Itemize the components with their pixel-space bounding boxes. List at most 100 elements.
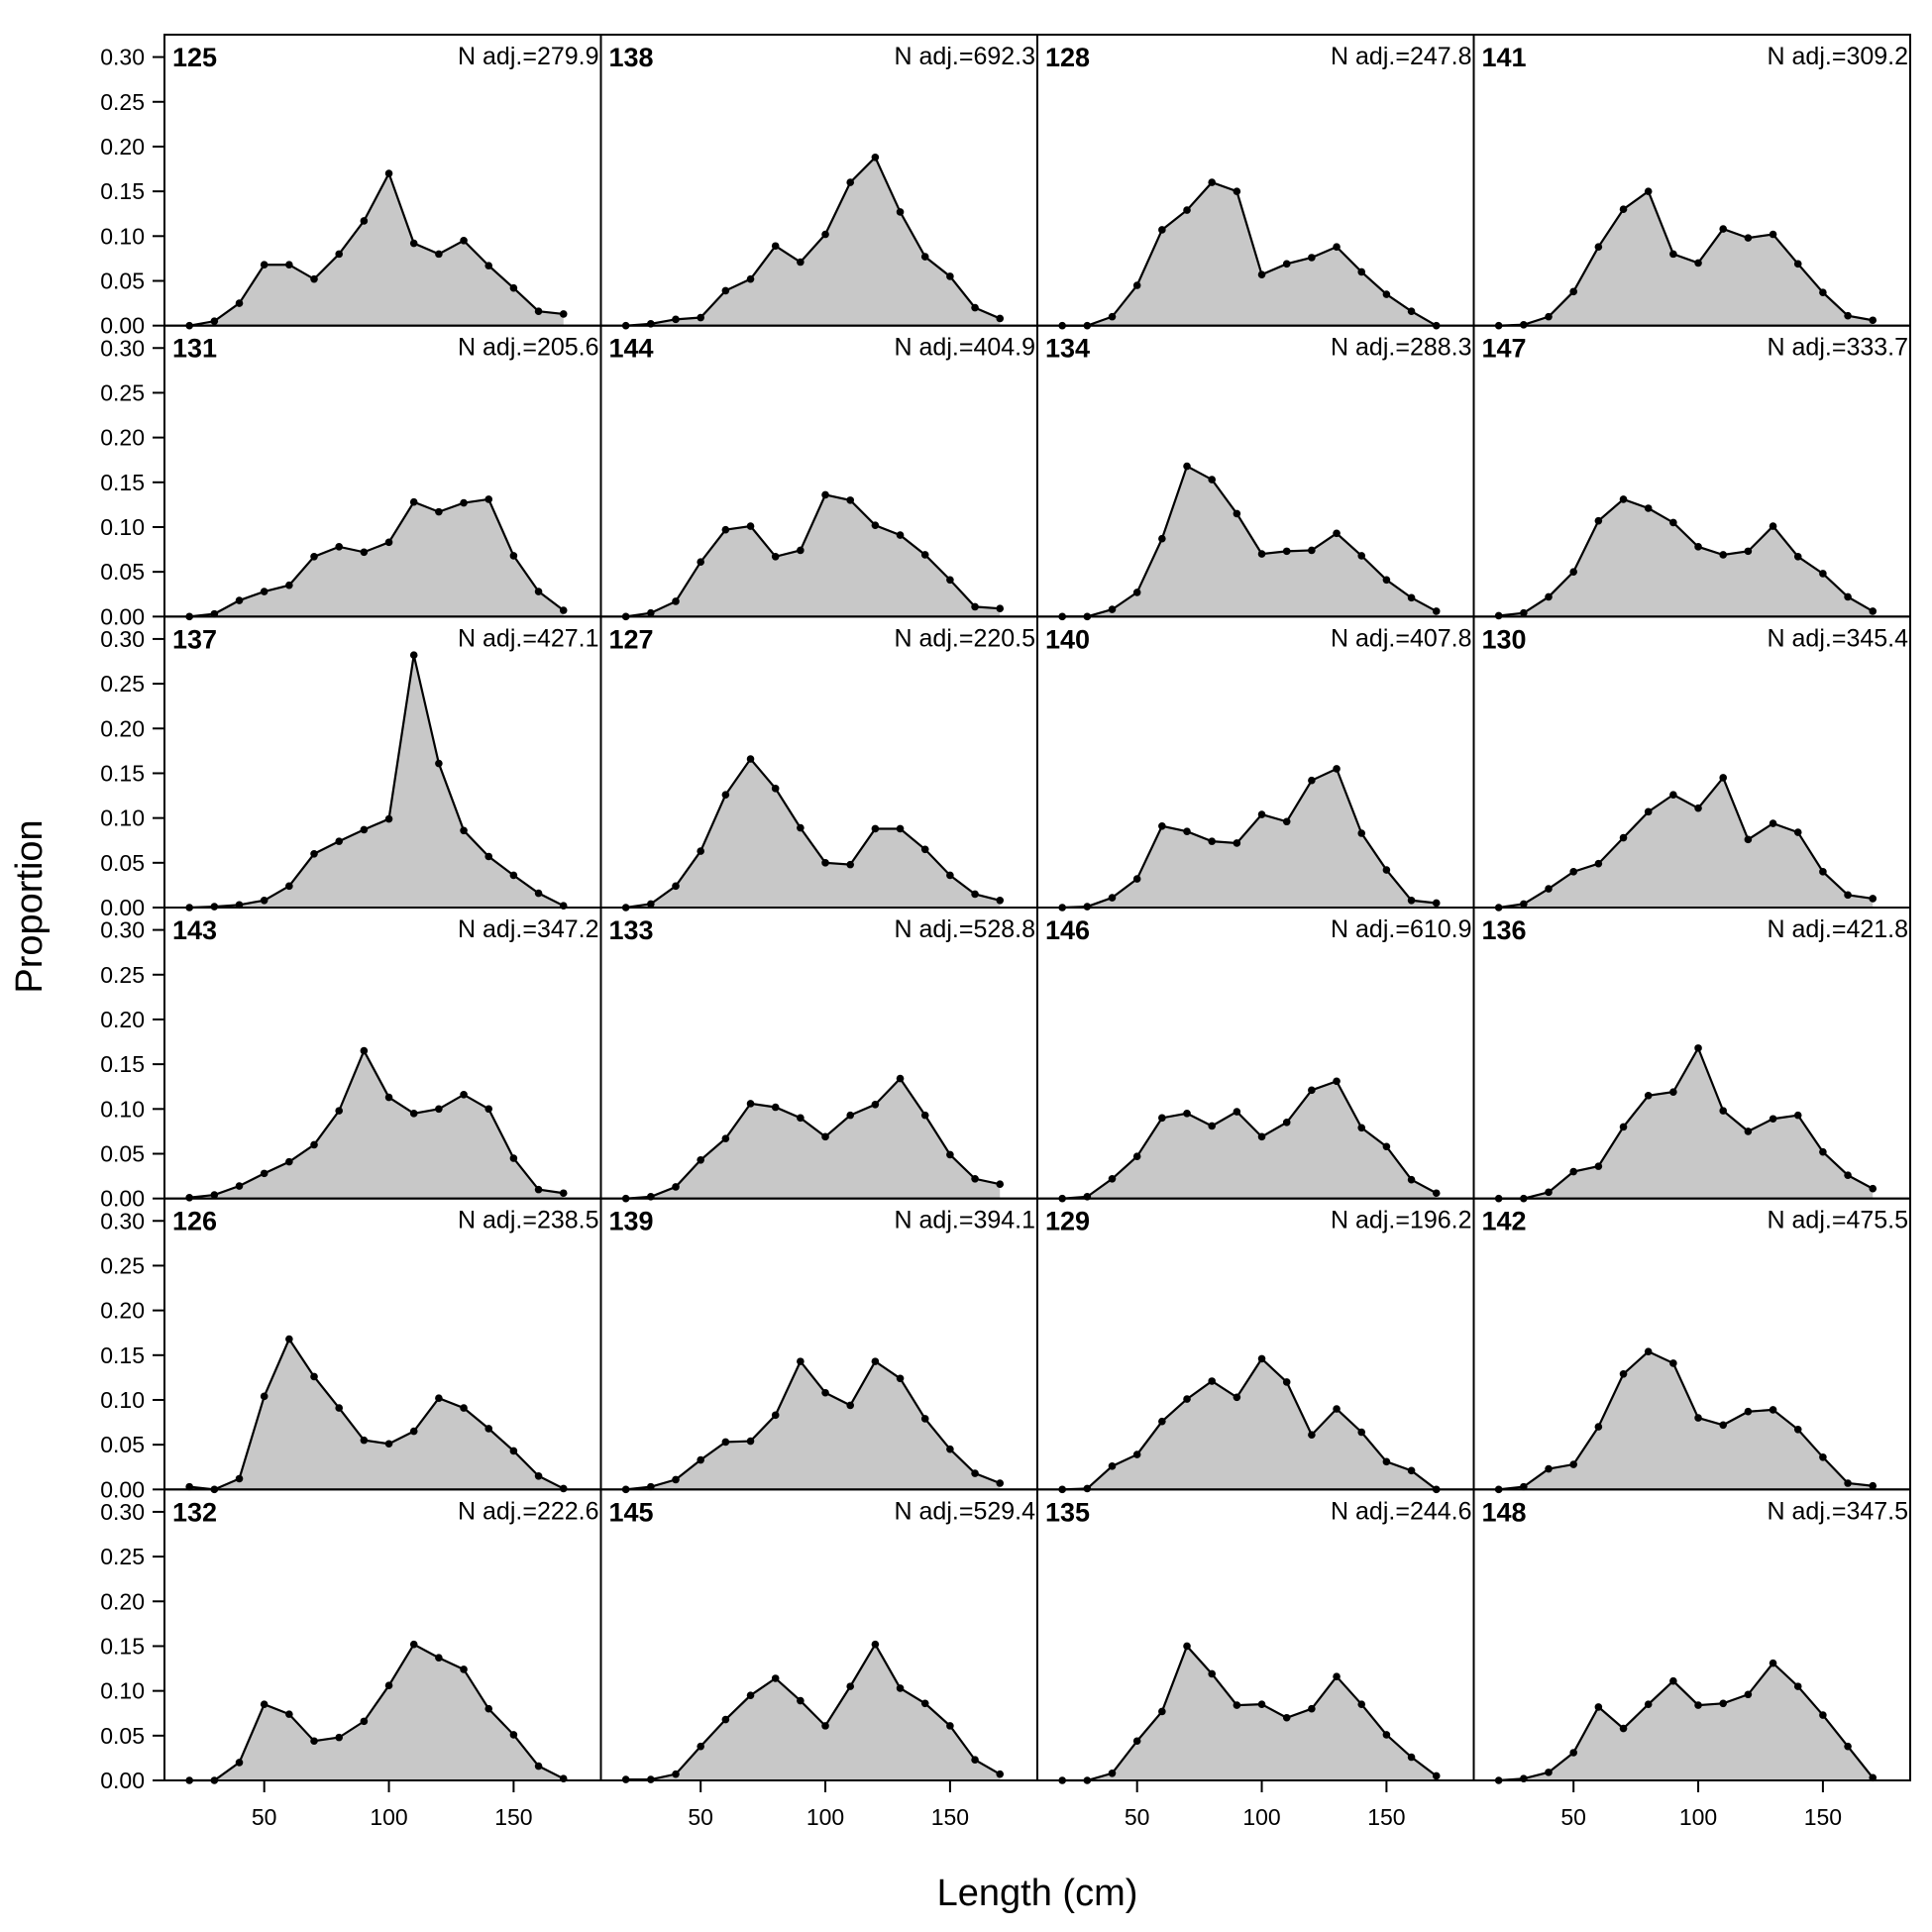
series-line xyxy=(1062,1644,1438,1782)
data-point xyxy=(1382,576,1391,585)
data-point xyxy=(235,1474,244,1483)
data-point xyxy=(509,552,518,560)
data-point xyxy=(1569,1460,1577,1468)
panel-145: 145 N adj.=529.4 xyxy=(599,1488,1038,1783)
data-point xyxy=(1183,827,1191,835)
area-fill xyxy=(1062,768,1437,908)
data-point xyxy=(1694,259,1702,268)
data-point xyxy=(1844,1742,1852,1751)
data-point xyxy=(1793,828,1802,836)
y-axis: 0.000.050.100.150.200.250.300.000.050.10… xyxy=(100,45,164,1793)
data-point xyxy=(409,239,418,248)
panel-label: 148 xyxy=(1482,1497,1527,1527)
data-point xyxy=(1744,1407,1753,1416)
data-point xyxy=(771,552,780,561)
data-point xyxy=(1108,1462,1117,1470)
data-point xyxy=(409,651,418,659)
panel-137: 137 N adj.=427.1 xyxy=(163,615,602,912)
data-point xyxy=(235,299,244,307)
data-point xyxy=(746,1437,755,1446)
data-point xyxy=(1407,1175,1416,1184)
data-point xyxy=(335,837,343,845)
data-point xyxy=(1183,462,1191,471)
y-tick-label: 0.25 xyxy=(100,379,145,405)
data-point xyxy=(1594,859,1603,868)
data-point xyxy=(1793,260,1802,268)
data-point xyxy=(1669,1359,1677,1367)
data-point xyxy=(1357,829,1366,837)
data-point xyxy=(946,871,954,880)
y-tick-label: 0.05 xyxy=(100,1140,145,1166)
data-point xyxy=(335,1107,343,1115)
sample-size-label: N adj.=220.5 xyxy=(895,624,1035,652)
data-point xyxy=(821,859,829,867)
y-tick-label: 0.05 xyxy=(100,1432,145,1457)
area-fill xyxy=(189,1050,564,1199)
data-point xyxy=(409,1110,418,1118)
data-point xyxy=(509,871,518,880)
panels-layer: 125 N adj.=279.9 131 N adj.=205.6 137 N adj.=… xyxy=(163,34,1911,1784)
sample-size-label: N adj.=529.4 xyxy=(895,1497,1036,1525)
data-point xyxy=(846,1682,855,1690)
series-line xyxy=(1498,1662,1875,1782)
data-point xyxy=(1545,885,1553,893)
data-point xyxy=(971,602,979,611)
data-point xyxy=(534,1471,543,1480)
data-point xyxy=(435,759,443,768)
data-point xyxy=(1545,1464,1553,1473)
data-point xyxy=(1382,290,1391,298)
data-point xyxy=(1744,835,1753,844)
data-point xyxy=(971,1174,979,1183)
data-point xyxy=(797,1696,805,1705)
data-point xyxy=(1282,1119,1291,1127)
sample-size-label: N adj.=610.9 xyxy=(1331,915,1471,943)
data-point xyxy=(846,1401,855,1410)
area-fill xyxy=(625,157,1001,326)
data-point xyxy=(1744,1127,1753,1135)
data-point xyxy=(260,261,268,269)
y-tick-label: 0.15 xyxy=(100,178,145,204)
data-point xyxy=(435,1105,443,1114)
y-tick-label: 0.15 xyxy=(100,1633,145,1659)
data-point xyxy=(672,315,680,324)
panel-label: 135 xyxy=(1045,1497,1090,1527)
panel-label: 147 xyxy=(1482,334,1527,364)
panel-143: 143 N adj.=347.2 xyxy=(163,907,602,1202)
sample-size-label: N adj.=407.8 xyxy=(1331,624,1471,652)
y-tick-label: 0.20 xyxy=(100,425,145,451)
data-point xyxy=(384,169,393,177)
data-point xyxy=(1132,1737,1141,1746)
data-point xyxy=(1132,875,1141,883)
data-point xyxy=(384,1440,393,1449)
data-point xyxy=(1407,307,1416,316)
y-tick-label: 0.05 xyxy=(100,850,145,876)
data-point xyxy=(1569,1167,1577,1176)
data-point xyxy=(1819,868,1827,876)
data-point xyxy=(1644,1091,1653,1100)
y-tick-label: 0.00 xyxy=(100,1768,145,1793)
data-point xyxy=(460,1091,468,1099)
data-point xyxy=(1308,1431,1316,1440)
data-point xyxy=(996,314,1005,323)
sample-size-label: N adj.=333.7 xyxy=(1768,334,1908,362)
data-point xyxy=(360,1436,369,1445)
area-fill xyxy=(1498,1047,1874,1199)
data-point xyxy=(260,896,268,905)
data-point xyxy=(235,596,244,604)
y-tick-label: 0.15 xyxy=(100,760,145,786)
data-point xyxy=(1132,1450,1141,1458)
series-line xyxy=(189,1643,565,1782)
area-fill xyxy=(625,1361,1001,1490)
data-point xyxy=(996,1180,1005,1189)
data-point xyxy=(1744,547,1753,556)
data-point xyxy=(1333,1672,1341,1680)
data-point xyxy=(460,1665,468,1673)
data-point xyxy=(672,1183,680,1191)
panel-133: 133 N adj.=528.8 xyxy=(599,907,1038,1203)
sample-size-label: N adj.=288.3 xyxy=(1331,334,1471,362)
data-point xyxy=(771,1674,780,1682)
data-point xyxy=(797,1114,805,1123)
sample-size-label: N adj.=394.1 xyxy=(895,1207,1035,1234)
series-line xyxy=(625,1076,1001,1200)
y-tick-label: 0.30 xyxy=(100,626,145,652)
